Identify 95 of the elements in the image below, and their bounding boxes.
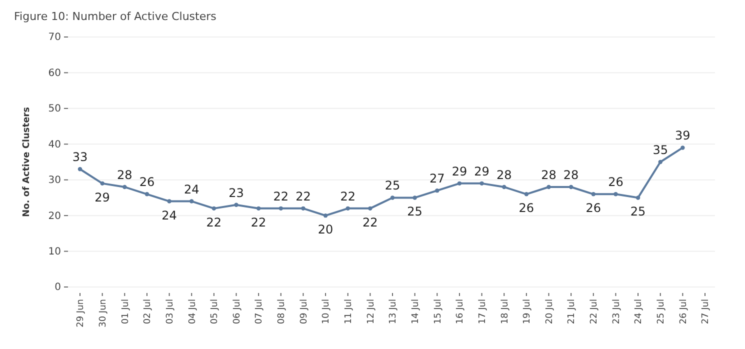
x-tick-label: 25 Jul bbox=[656, 299, 667, 324]
data-label: 29 bbox=[474, 164, 490, 178]
y-tick-label: 20 bbox=[48, 210, 61, 222]
point bbox=[144, 192, 150, 196]
point bbox=[480, 181, 484, 186]
x-tick-label: 15 Jul bbox=[433, 299, 444, 324]
x-tick-label: 01 Jul bbox=[120, 299, 131, 324]
x-tick-label: 27 Jul bbox=[701, 299, 712, 324]
point bbox=[234, 202, 238, 207]
data-label: 22 bbox=[340, 189, 356, 204]
x-tick-label: 08 Jul bbox=[277, 299, 288, 324]
point bbox=[368, 206, 372, 211]
data-label: 28 bbox=[541, 168, 556, 182]
x-tick-label: 22 Jul bbox=[590, 299, 600, 324]
y-tick-label: 70 bbox=[48, 32, 61, 44]
point bbox=[189, 199, 194, 204]
data-label: 25 bbox=[384, 178, 400, 193]
data-label: 35 bbox=[652, 143, 668, 157]
x-tick-label: 13 Jul bbox=[388, 299, 399, 324]
x-tick-label: 29 Jun bbox=[76, 299, 86, 328]
point bbox=[524, 192, 529, 196]
x-tick-label: 12 Jul bbox=[366, 299, 376, 324]
data-label: 33 bbox=[72, 150, 88, 164]
x-tick-label: 02 Jul bbox=[143, 299, 154, 324]
data-label: 29 bbox=[452, 164, 468, 178]
data-label: 22 bbox=[362, 215, 378, 230]
y-tick-label: 40 bbox=[48, 139, 61, 150]
chart-title: Figure 10: Number of Active Clusters bbox=[14, 10, 217, 23]
point bbox=[435, 188, 440, 193]
y-tick-label: 30 bbox=[48, 175, 61, 186]
x-tick-label: 21 Jul bbox=[567, 299, 578, 324]
data-label: 25 bbox=[407, 204, 422, 219]
data-label: 39 bbox=[675, 128, 690, 143]
point bbox=[680, 146, 685, 150]
point bbox=[301, 206, 306, 211]
data-label: 22 bbox=[206, 215, 222, 230]
data-label: 26 bbox=[608, 175, 624, 190]
data-label: 26 bbox=[586, 201, 602, 216]
point bbox=[502, 184, 506, 190]
x-tick-label: 17 Jul bbox=[478, 299, 488, 324]
x-tick-label: 23 Jul bbox=[612, 299, 622, 324]
data-label: 26 bbox=[518, 201, 534, 216]
data-label: 29 bbox=[94, 190, 110, 204]
data-label: 28 bbox=[563, 168, 579, 182]
data-label: 20 bbox=[318, 222, 334, 237]
data-label: 23 bbox=[228, 186, 244, 200]
x-tick-label: 16 Jul bbox=[456, 299, 466, 324]
point bbox=[658, 160, 662, 164]
point bbox=[591, 192, 596, 196]
x-tick-label: 06 Jul bbox=[232, 299, 242, 324]
point bbox=[346, 206, 350, 211]
x-tick-label: 07 Jul bbox=[254, 299, 265, 324]
point bbox=[323, 213, 328, 218]
point bbox=[568, 184, 574, 190]
point bbox=[278, 206, 284, 211]
y-tick-label: 50 bbox=[48, 104, 61, 115]
data-label: 28 bbox=[117, 168, 132, 182]
data-label: 26 bbox=[139, 175, 155, 190]
point bbox=[390, 196, 395, 200]
x-tick-label: 24 Jul bbox=[634, 299, 644, 324]
x-tick-label: 20 Jul bbox=[544, 299, 555, 324]
y-axis-title: No. of Active Clusters bbox=[22, 107, 32, 217]
y-tick-label: 0 bbox=[54, 282, 61, 294]
data-label: 24 bbox=[162, 208, 177, 222]
x-tick-label: 30 Jun bbox=[98, 299, 108, 328]
x-tick-label: 04 Jul bbox=[188, 299, 198, 324]
point bbox=[546, 184, 551, 190]
x-tick-label: 05 Jul bbox=[210, 299, 220, 324]
x-tick-label: 26 Jul bbox=[678, 299, 689, 324]
y-tick-label: 10 bbox=[48, 246, 61, 258]
point bbox=[212, 206, 216, 211]
point bbox=[256, 206, 261, 211]
data-label: 27 bbox=[430, 172, 445, 186]
data-label: 25 bbox=[630, 204, 646, 219]
x-tick-label: 03 Jul bbox=[165, 299, 176, 324]
point bbox=[78, 167, 82, 172]
point bbox=[636, 196, 640, 200]
point bbox=[122, 184, 127, 190]
point bbox=[457, 181, 462, 186]
data-label: 28 bbox=[496, 168, 512, 182]
x-tick-label: 18 Jul bbox=[500, 299, 510, 324]
point bbox=[100, 181, 104, 186]
point bbox=[167, 199, 172, 204]
data-label: 22 bbox=[273, 189, 289, 204]
y-tick-label: 60 bbox=[48, 68, 61, 79]
x-tick-label: 09 Jul bbox=[299, 299, 310, 324]
x-tick-label: 14 Jul bbox=[410, 299, 421, 324]
data-label: 22 bbox=[296, 189, 311, 204]
x-tick-label: 19 Jul bbox=[522, 299, 533, 324]
point bbox=[614, 192, 618, 196]
data-label: 24 bbox=[184, 182, 200, 196]
point bbox=[412, 196, 417, 200]
x-tick-label: 10 Jul bbox=[322, 299, 332, 324]
x-tick-label: 11 Jul bbox=[344, 299, 354, 324]
data-label: 22 bbox=[250, 215, 266, 230]
